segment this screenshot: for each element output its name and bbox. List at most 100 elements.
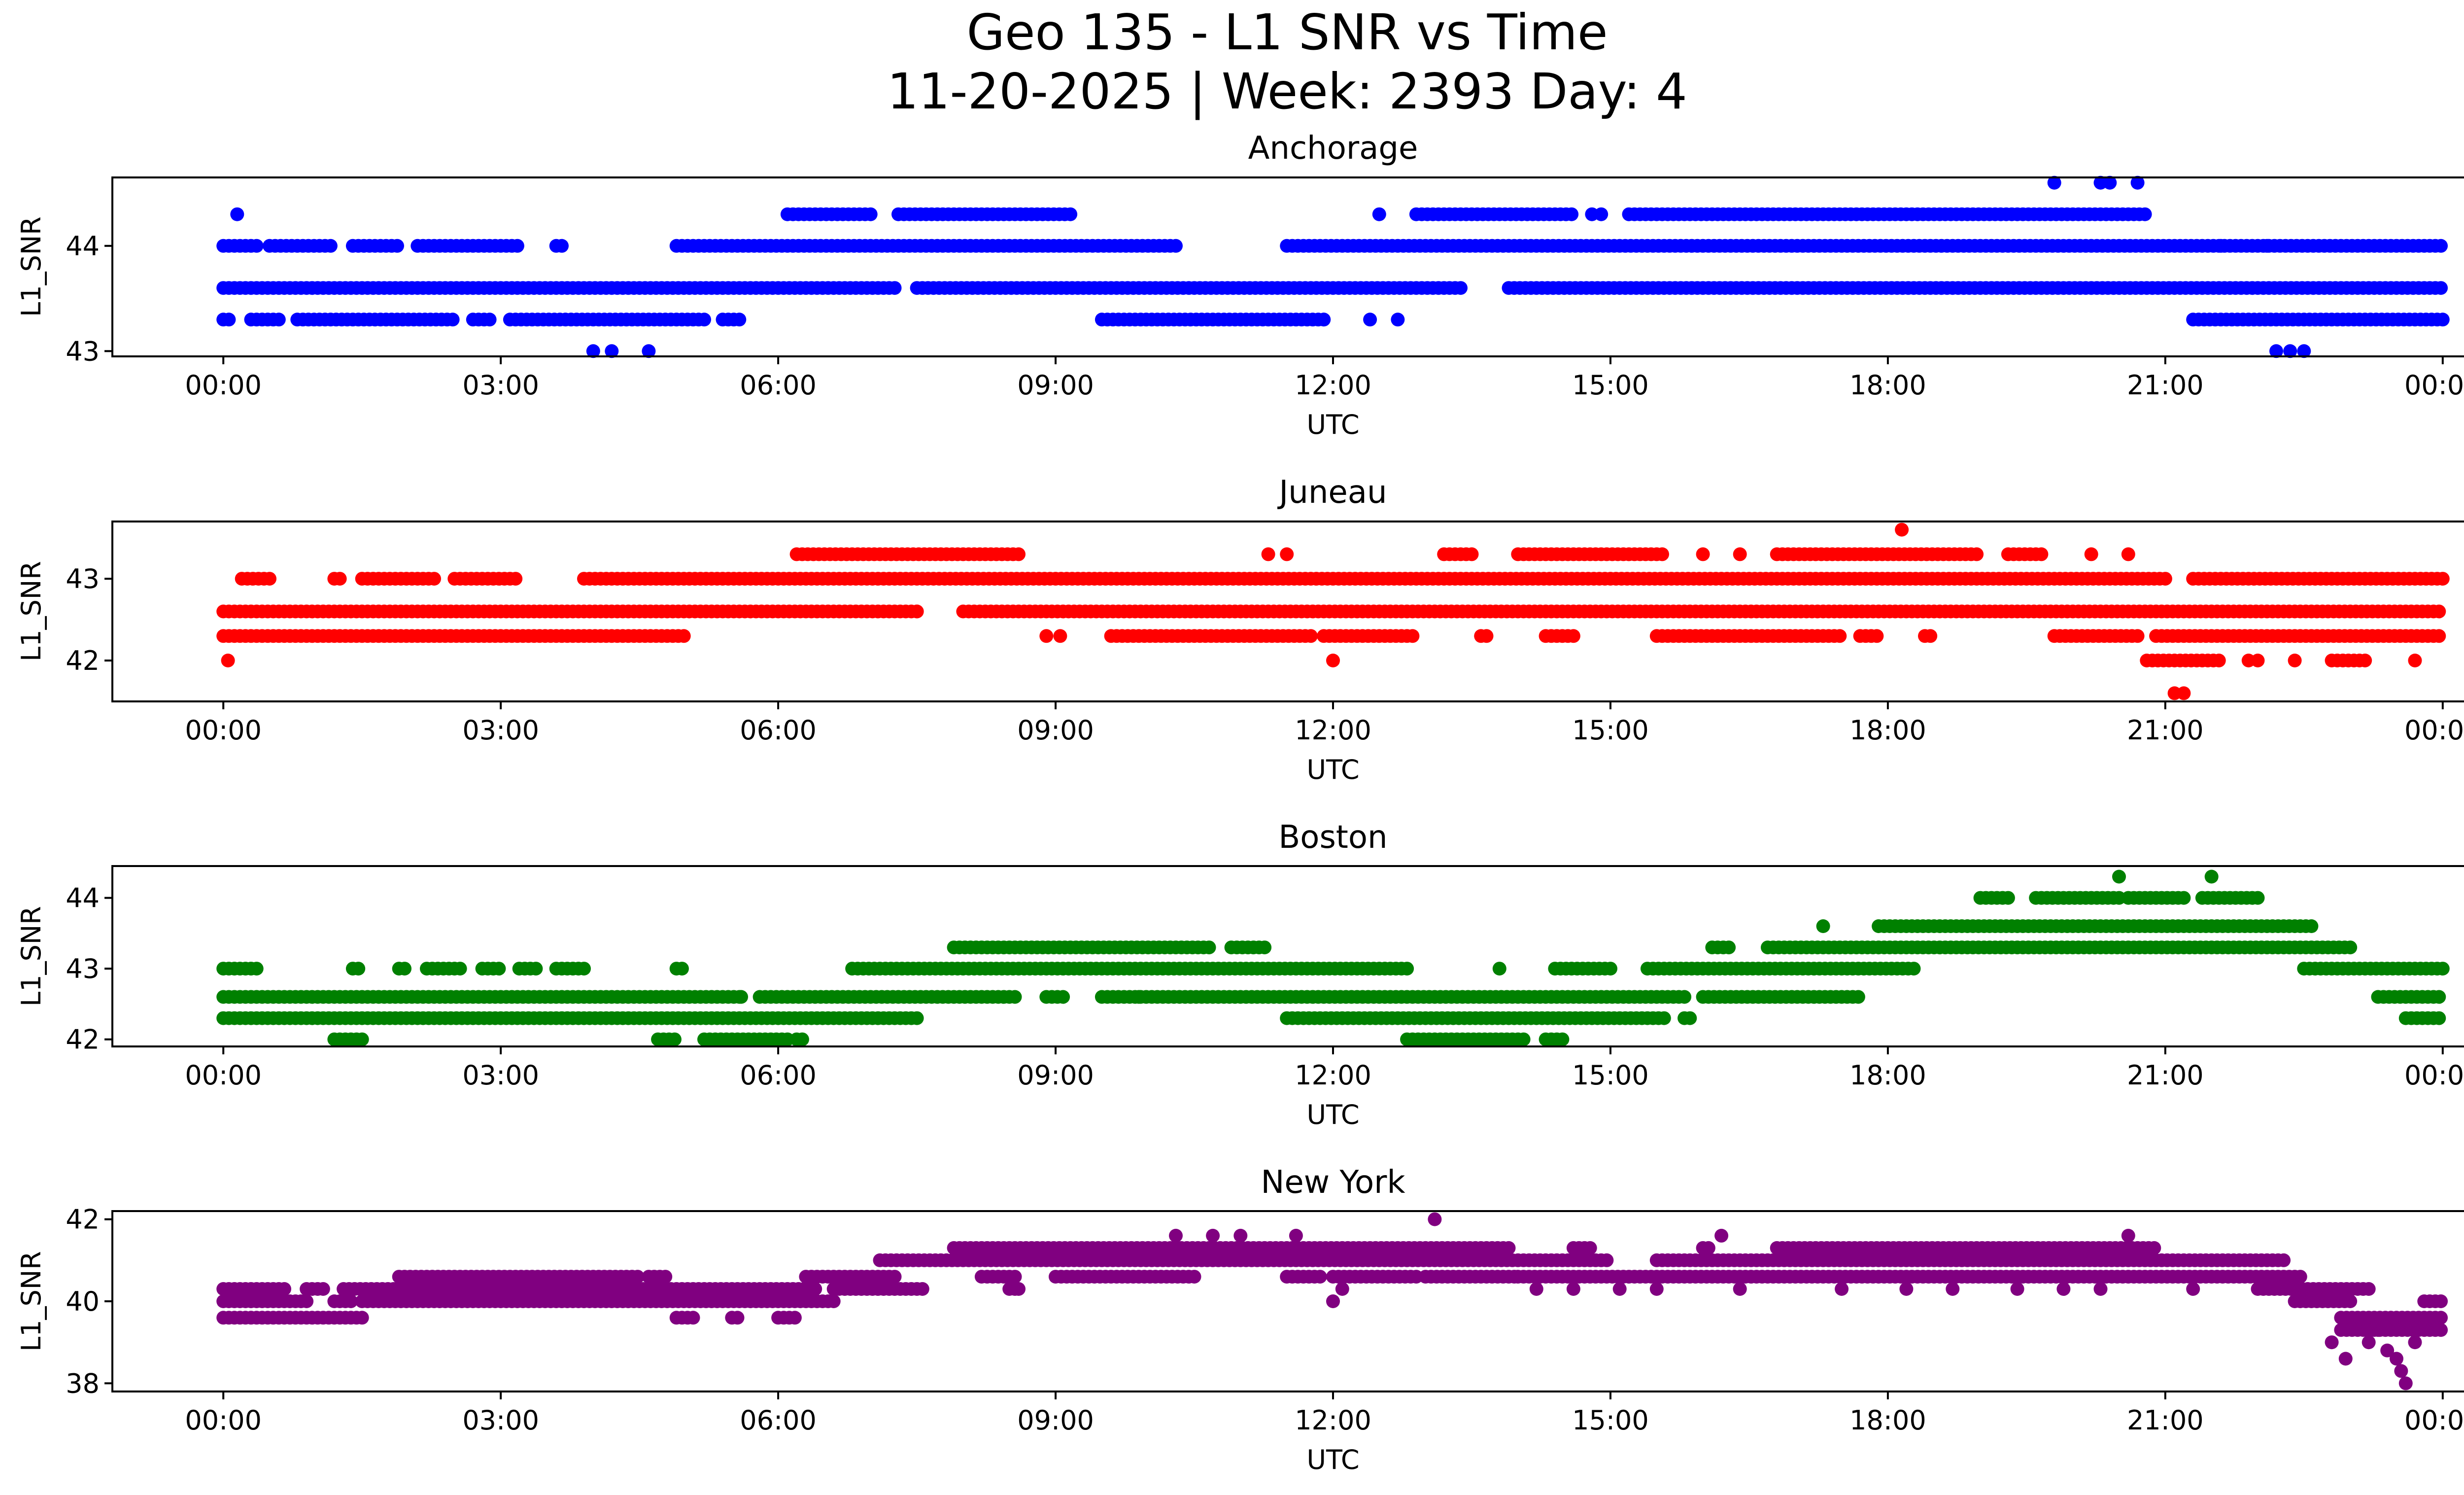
series-band-new-york-6	[2334, 1323, 2448, 1337]
data-point	[1604, 962, 1617, 976]
data-point	[675, 962, 689, 976]
data-point	[2177, 891, 2191, 905]
data-point	[2084, 547, 2098, 561]
data-point	[1428, 1212, 1442, 1226]
data-point	[888, 1270, 902, 1284]
data-point	[323, 239, 338, 253]
figure-title-line2: 11-20-2025 | Week: 2393 Day: 4	[887, 63, 1687, 120]
data-point	[2325, 1335, 2339, 1350]
data-point	[2435, 572, 2450, 586]
x-axis-label-juneau: UTC	[1306, 754, 1359, 785]
data-point	[2186, 1282, 2200, 1296]
data-point	[1326, 654, 1340, 667]
data-point	[510, 239, 524, 253]
data-point	[1008, 990, 1022, 1004]
data-point	[2214, 239, 2228, 253]
data-point	[686, 1311, 700, 1325]
x-tick-label: 12:00	[1295, 1060, 1371, 1091]
data-point	[1304, 629, 1318, 643]
data-point	[509, 572, 523, 586]
y-tick-label: 42	[66, 1204, 100, 1235]
data-point	[1492, 962, 1506, 976]
series-band-boston-2	[216, 962, 2450, 976]
data-point	[2121, 547, 2135, 561]
data-point	[2361, 1335, 2376, 1350]
series-band-juneau-0	[216, 604, 2446, 619]
series-band-boston-1	[216, 1011, 2446, 1025]
data-point	[2371, 1323, 2385, 1337]
y-tick-label: 42	[66, 645, 100, 676]
data-point	[2297, 344, 2311, 358]
data-point	[605, 344, 619, 358]
data-point	[2380, 1343, 2395, 1357]
x-tick-label: 12:00	[1295, 715, 1371, 746]
data-point	[1258, 940, 1272, 955]
x-tick-label: 00:00	[2404, 370, 2464, 401]
data-point	[910, 1011, 924, 1025]
data-point	[2034, 547, 2049, 561]
data-point	[221, 654, 235, 667]
x-ticks-anchorage: 00:00 03:00 06:00 09:00 12:00 15:00 18:00 21:00…	[185, 356, 2464, 401]
data-point	[316, 1282, 330, 1296]
x-tick-label: 09:00	[1017, 1060, 1094, 1091]
data-point	[2432, 604, 2446, 619]
data-point	[1733, 547, 1747, 561]
x-tick-label: 21:00	[2127, 1060, 2204, 1091]
data-point	[2304, 919, 2319, 933]
data-point	[333, 572, 347, 586]
x-tick-label: 15:00	[1572, 1405, 1649, 1436]
data-point	[453, 962, 467, 976]
x-ticks-juneau: 00:00 03:00 06:00 09:00 12:00 15:00 18:00 21:00…	[185, 701, 2464, 746]
data-point	[1187, 1270, 1201, 1284]
x-tick-label: 00:00	[2404, 1060, 2464, 1091]
data-point	[222, 313, 236, 327]
series-band-juneau-4	[2140, 654, 2372, 667]
data-point	[2390, 1352, 2403, 1366]
data-point	[1733, 1282, 1747, 1296]
data-point	[1655, 547, 1669, 561]
data-point	[2269, 344, 2283, 358]
data-point	[230, 207, 244, 221]
data-point	[1649, 1282, 1664, 1296]
x-tick-label: 00:00	[2404, 1405, 2464, 1436]
subplot-title-boston: Boston	[1278, 819, 1387, 856]
data-point	[1391, 313, 1405, 327]
data-point	[249, 962, 264, 976]
data-point	[1335, 1282, 1349, 1296]
data-point	[795, 1032, 809, 1046]
x-tick-label: 12:00	[1295, 370, 1371, 401]
data-point	[2103, 175, 2117, 190]
data-point	[427, 572, 441, 586]
data-point	[2398, 1376, 2413, 1391]
data-point	[2130, 175, 2145, 190]
data-point	[2147, 1241, 2161, 1255]
x-tick-label: 06:00	[740, 370, 817, 401]
x-tick-label: 03:00	[462, 1405, 539, 1436]
data-point	[1063, 207, 1078, 221]
data-point	[2343, 1294, 2358, 1308]
data-point	[1529, 1282, 1543, 1296]
x-tick-label: 00:00	[185, 1405, 262, 1436]
data-point	[1326, 1294, 1340, 1308]
data-point	[2432, 1011, 2446, 1025]
data-point	[2434, 239, 2448, 253]
data-point	[1970, 547, 1984, 561]
x-tick-label: 06:00	[740, 1060, 817, 1091]
data-point	[2358, 654, 2372, 667]
data-point	[1280, 547, 1294, 561]
data-point	[1131, 990, 1146, 1004]
data-point	[355, 1311, 369, 1325]
x-tick-label: 03:00	[462, 1060, 539, 1091]
series-band-new-york-4	[873, 1253, 2291, 1267]
data-point	[1169, 239, 1183, 253]
data-point	[2434, 1311, 2448, 1325]
series-band-juneau-3	[789, 547, 2049, 561]
data-point	[2435, 313, 2450, 327]
series-band-new-york-3	[392, 1270, 2307, 1284]
data-point	[1465, 547, 1479, 561]
data-point	[1317, 313, 1331, 327]
